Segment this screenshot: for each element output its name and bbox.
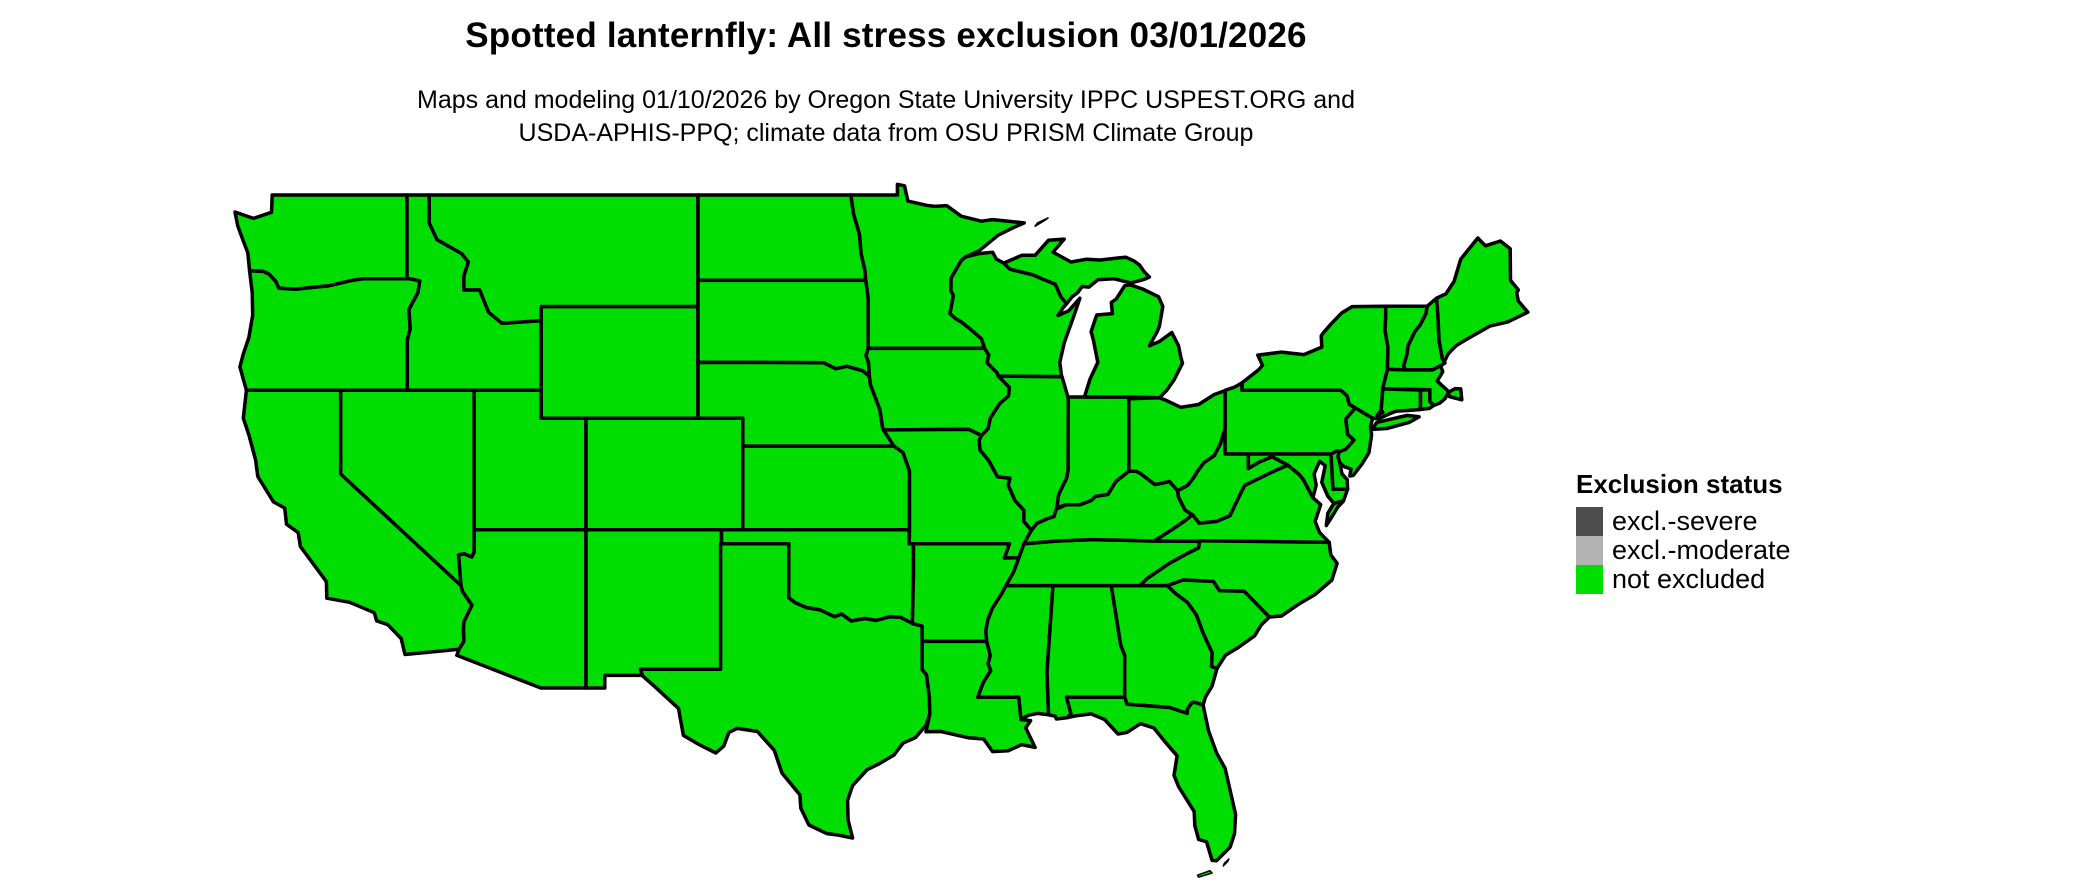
legend-label-moderate: excl.-moderate [1612,535,1791,565]
state-michigan-upper [1002,237,1152,306]
legend-item-not-excluded: not excluded [1576,564,1791,594]
state-michigan-lower [1082,283,1185,400]
state-arizona [455,528,588,690]
subtitle: Maps and modeling 01/10/2026 by Oregon S… [0,84,1772,150]
state-oregon [238,269,422,393]
legend-label-not-excluded: not excluded [1612,564,1766,594]
state-north-dakota [696,193,868,283]
state-long-island [1370,413,1421,432]
state-isle-royale [1034,217,1049,227]
page-title: Spotted lanternfly: All stress exclusion… [465,16,1307,55]
subtitle-line-2: USDA-APHIS-PPQ; climate data from OSU PR… [518,119,1254,147]
legend-swatch-not-excluded [1576,565,1603,594]
state-florida-keys-upper [1222,858,1230,867]
legend-swatch-moderate [1576,536,1603,565]
state-maryland [1246,452,1350,506]
legend-label-severe: excl.-severe [1612,506,1758,536]
state-maine [1434,236,1530,363]
state-pennsylvania [1223,381,1358,456]
state-kansas [741,444,912,532]
state-florida-keys-lower [1196,869,1213,878]
subtitle-line-1: Maps and modeling 01/10/2026 by Oregon S… [417,86,1355,114]
state-south-carolina [1165,578,1272,671]
state-illinois [977,374,1071,533]
header: Spotted lanternfly: All stress exclusion… [0,16,1772,56]
state-new-mexico [584,528,724,690]
legend-swatch-severe [1576,507,1603,536]
legend-item-severe: excl.-severe [1576,506,1791,536]
state-colorado [584,416,745,532]
state-connecticut [1375,387,1423,421]
state-ohio [1127,388,1227,493]
state-florida [1064,695,1238,863]
state-wyoming [539,304,700,420]
state-new-jersey [1336,406,1375,478]
legend-title: Exclusion status [1576,469,1783,499]
legend: Exclusion status excl.-severe excl.-mode… [1576,470,1791,594]
state-texas [638,542,932,840]
legend-item-moderate: excl.-moderate [1576,535,1791,565]
